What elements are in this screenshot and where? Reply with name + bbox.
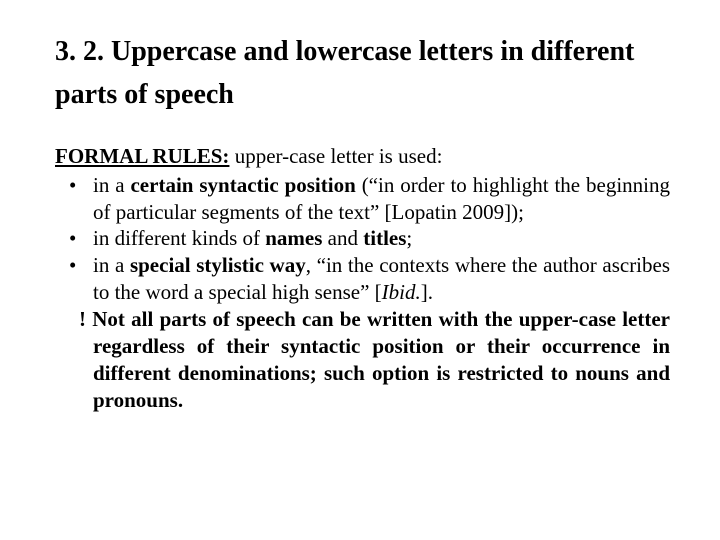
list-item: in different kinds of names and titles; bbox=[55, 225, 670, 252]
list-item: in a certain syntactic position (“in ord… bbox=[55, 172, 670, 226]
text: ]. bbox=[421, 280, 433, 304]
emphasis: special stylistic way bbox=[130, 253, 306, 277]
emphasis: names bbox=[265, 226, 322, 250]
list-item: in a special stylistic way, “in the cont… bbox=[55, 252, 670, 306]
text: in a bbox=[93, 253, 130, 277]
section-heading: 3. 2. Uppercase and lowercase letters in… bbox=[55, 30, 670, 117]
emphasis: titles bbox=[363, 226, 406, 250]
text: and bbox=[322, 226, 363, 250]
note-text: Not all parts of speech can be written w… bbox=[86, 307, 670, 412]
emphasis: certain syntactic position bbox=[130, 173, 355, 197]
note-bang: ! bbox=[79, 307, 86, 331]
lead-rest: upper-case letter is used: bbox=[229, 144, 442, 168]
text: ; bbox=[406, 226, 412, 250]
note-block: ! Not all parts of speech can be written… bbox=[55, 306, 670, 414]
lead-line: FORMAL RULES: upper-case letter is used: bbox=[55, 143, 670, 170]
page: 3. 2. Uppercase and lowercase letters in… bbox=[0, 0, 720, 444]
text: in different kinds of bbox=[93, 226, 265, 250]
rules-list: in a certain syntactic position (“in ord… bbox=[55, 172, 670, 306]
formal-rules-label: FORMAL RULES: bbox=[55, 144, 229, 168]
text: in a bbox=[93, 173, 130, 197]
citation-ibid: Ibid. bbox=[382, 280, 421, 304]
